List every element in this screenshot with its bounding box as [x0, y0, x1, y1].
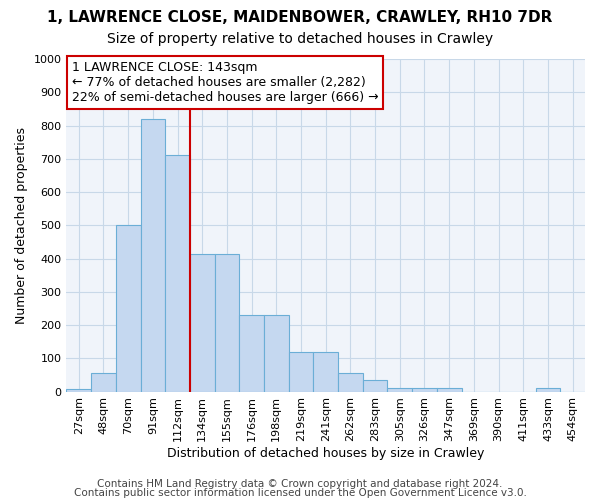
Bar	[338, 372, 363, 392]
Text: 1, LAWRENCE CLOSE, MAIDENBOWER, CRAWLEY, RH10 7DR: 1, LAWRENCE CLOSE, MAIDENBOWER, CRAWLEY,…	[47, 10, 553, 25]
Bar	[313, 352, 338, 392]
Bar	[363, 380, 388, 392]
Bar	[388, 388, 412, 392]
Text: Contains HM Land Registry data © Crown copyright and database right 2024.: Contains HM Land Registry data © Crown c…	[97, 479, 503, 489]
Bar	[239, 315, 264, 392]
Bar	[289, 352, 313, 392]
Bar	[67, 389, 91, 392]
Bar	[91, 372, 116, 392]
X-axis label: Distribution of detached houses by size in Crawley: Distribution of detached houses by size …	[167, 447, 484, 460]
Bar	[412, 388, 437, 392]
Bar	[215, 254, 239, 392]
Text: 1 LAWRENCE CLOSE: 143sqm
← 77% of detached houses are smaller (2,282)
22% of sem: 1 LAWRENCE CLOSE: 143sqm ← 77% of detach…	[71, 60, 378, 104]
Text: Size of property relative to detached houses in Crawley: Size of property relative to detached ho…	[107, 32, 493, 46]
Bar	[536, 388, 560, 392]
Bar	[264, 315, 289, 392]
Y-axis label: Number of detached properties: Number of detached properties	[15, 127, 28, 324]
Bar	[140, 119, 165, 392]
Bar	[190, 254, 215, 392]
Bar	[165, 156, 190, 392]
Text: Contains public sector information licensed under the Open Government Licence v3: Contains public sector information licen…	[74, 488, 526, 498]
Bar	[116, 226, 140, 392]
Bar	[437, 388, 461, 392]
